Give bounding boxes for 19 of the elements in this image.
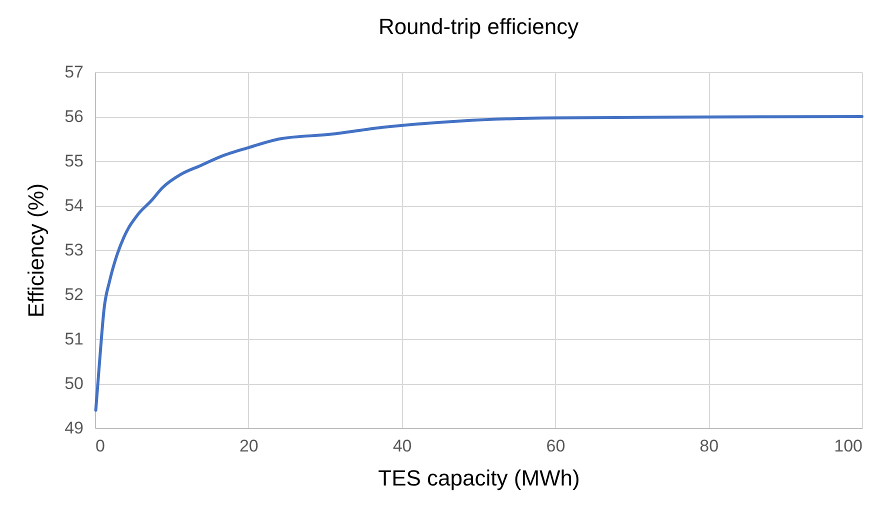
y-tick-label: 50 [64,374,84,393]
y-axis-title: Efficiency (%) [24,183,49,318]
y-tick-label: 55 [64,152,84,170]
y-tick-label: 49 [64,418,84,438]
y-tick-label: 54 [64,196,84,215]
x-tick-label: 80 [700,436,719,456]
x-axis-title: TES capacity (MWh) [378,466,580,490]
y-tick-label: 56 [64,107,84,126]
x-tick-label: 0 [96,436,105,456]
x-tick-label: 20 [239,436,258,456]
x-tick-label: 40 [392,436,412,456]
chart-title: Round-trip efficiency [378,14,579,39]
y-tick-label: 52 [64,285,84,304]
line-series [94,115,864,412]
y-tick-label: 51 [64,330,84,348]
x-tick-label: 60 [546,436,566,456]
y-tick-label: 57 [64,62,84,82]
x-tick-label: 100 [834,436,862,456]
y-tick-label: 53 [64,240,84,260]
